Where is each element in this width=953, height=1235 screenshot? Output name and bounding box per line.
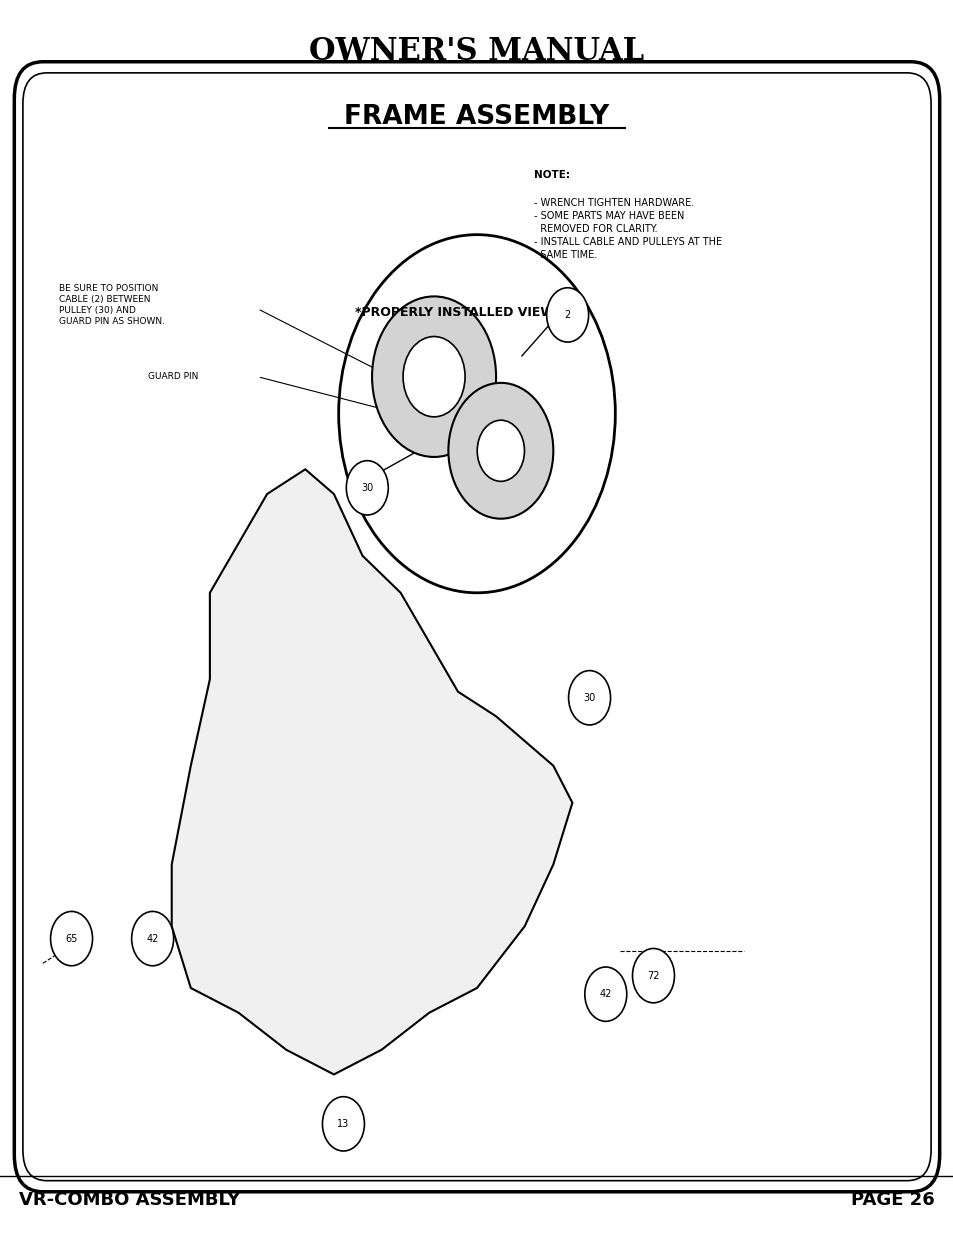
- Text: NOTE:: NOTE:: [534, 170, 570, 180]
- Text: GUARD PIN: GUARD PIN: [148, 372, 198, 382]
- Text: FRAME ASSEMBLY: FRAME ASSEMBLY: [344, 104, 609, 131]
- Text: 30: 30: [361, 483, 373, 493]
- Text: 65: 65: [66, 934, 77, 944]
- Polygon shape: [172, 469, 572, 1074]
- Text: OWNER'S MANUAL: OWNER'S MANUAL: [309, 36, 644, 68]
- Text: 42: 42: [147, 934, 158, 944]
- Text: 2: 2: [564, 310, 570, 320]
- Circle shape: [584, 967, 626, 1021]
- Text: BE SURE TO POSITION
CABLE (2) BETWEEN
PULLEY (30) AND
GUARD PIN AS SHOWN.: BE SURE TO POSITION CABLE (2) BETWEEN PU…: [59, 284, 165, 326]
- FancyBboxPatch shape: [23, 73, 930, 1181]
- Circle shape: [402, 336, 464, 417]
- Text: 72: 72: [646, 971, 659, 981]
- Circle shape: [322, 1097, 364, 1151]
- Circle shape: [132, 911, 173, 966]
- Circle shape: [568, 671, 610, 725]
- Circle shape: [51, 911, 92, 966]
- Text: *PROPERLY INSTALLED VIEW*: *PROPERLY INSTALLED VIEW*: [355, 306, 560, 319]
- Text: 13: 13: [337, 1119, 349, 1129]
- Circle shape: [632, 948, 674, 1003]
- Text: PAGE 26: PAGE 26: [850, 1192, 934, 1209]
- Circle shape: [338, 235, 615, 593]
- Circle shape: [476, 420, 524, 482]
- Text: - WRENCH TIGHTEN HARDWARE.
- SOME PARTS MAY HAVE BEEN
  REMOVED FOR CLARITY.
- I: - WRENCH TIGHTEN HARDWARE. - SOME PARTS …: [534, 198, 721, 261]
- FancyBboxPatch shape: [14, 62, 939, 1192]
- Text: 42: 42: [599, 989, 611, 999]
- Circle shape: [448, 383, 553, 519]
- Circle shape: [546, 288, 588, 342]
- Circle shape: [346, 461, 388, 515]
- Circle shape: [372, 296, 496, 457]
- Text: 30: 30: [583, 693, 595, 703]
- Text: VR-COMBO ASSEMBLY: VR-COMBO ASSEMBLY: [19, 1192, 240, 1209]
